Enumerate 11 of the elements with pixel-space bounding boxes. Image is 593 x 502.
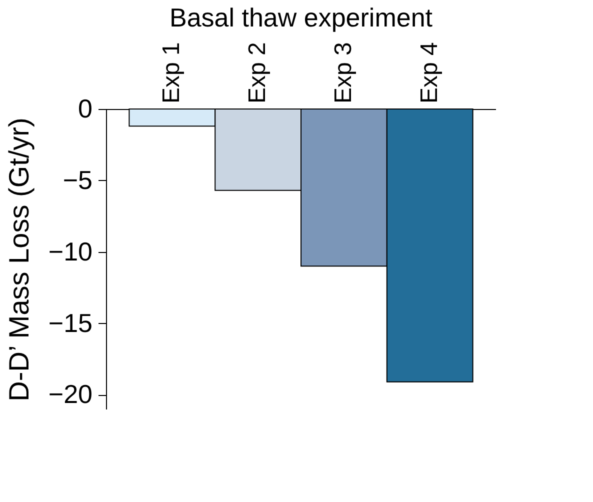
x-tick-label: Exp 4 [416,42,443,104]
y-tick-label: −5 [62,164,92,195]
y-tick-label: −15 [48,308,92,338]
x-tick-label: Exp 3 [330,42,357,104]
y-axis-title: D-D’ Mass Loss (Gt/yr) [3,118,34,402]
chart-title: Basal thaw experiment [169,2,434,33]
y-tick-label: 0 [78,94,92,124]
x-tick-label: Exp 2 [244,42,272,104]
y-tick-label: −20 [48,379,92,410]
y-tick-label: −10 [48,236,92,266]
x-tick-label: Exp 1 [158,42,186,104]
